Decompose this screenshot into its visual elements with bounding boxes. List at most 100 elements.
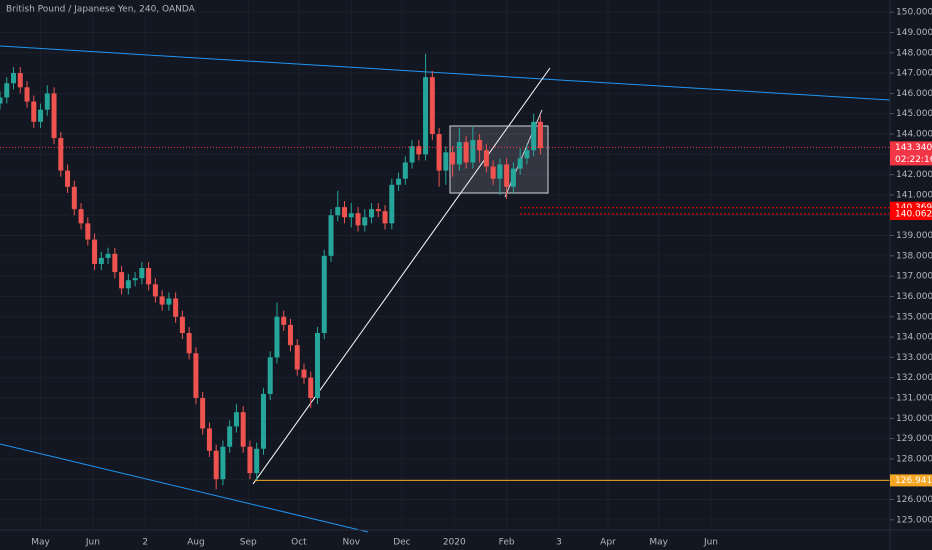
x-tick-label: Aug	[187, 538, 205, 548]
candle-body	[423, 77, 429, 155]
candle-body	[281, 316, 287, 325]
candle-body	[51, 93, 57, 139]
candle-body	[456, 142, 462, 165]
candle-body	[17, 73, 23, 88]
axes: 150.000 149.000 148.000 147.000 146.000 145.0…	[31, 8, 932, 548]
candle-body	[450, 152, 456, 165]
y-tick-label: 147.000	[896, 69, 932, 79]
x-tick-label: 2020	[443, 538, 466, 548]
candle-body	[206, 428, 212, 451]
candle-body	[348, 213, 354, 218]
y-tick-label: 146.000	[896, 89, 932, 99]
y-tick-label: 149.000	[896, 28, 932, 38]
candle-body	[314, 333, 320, 398]
y-tick-label: 134.000	[896, 333, 932, 343]
candle-body	[537, 121, 543, 149]
candle-body	[355, 213, 361, 226]
price-label-bg	[890, 141, 932, 166]
candle-body	[233, 412, 239, 427]
candle-body	[342, 207, 348, 218]
candle-body	[328, 215, 334, 256]
candle-body	[98, 257, 104, 264]
x-tick-label: Sep	[240, 538, 257, 548]
candle-body	[294, 345, 300, 370]
candle-body	[396, 178, 402, 185]
y-tick-label: 126.000	[896, 495, 932, 505]
x-tick-label: Jun	[703, 538, 718, 548]
candle-body	[159, 296, 165, 305]
candle-body	[287, 324, 293, 346]
candle-body	[71, 186, 77, 210]
candle-body	[0, 97, 3, 104]
candle-body	[4, 83, 10, 98]
candle-body	[274, 316, 280, 358]
candle-body	[335, 207, 341, 216]
candle-body	[477, 140, 483, 151]
price-label-bg	[890, 474, 932, 487]
trend-line	[252, 67, 551, 485]
price-label-bg	[890, 207, 932, 220]
candle-body	[200, 397, 206, 429]
x-tick-label: Jun	[85, 538, 100, 548]
candle-body	[227, 426, 233, 447]
y-tick-label: 133.000	[896, 353, 932, 363]
candle-body	[510, 168, 516, 187]
candle-body	[369, 209, 375, 218]
y-tick-label: 138.000	[896, 251, 932, 261]
x-tick-label: 3	[556, 538, 562, 548]
candle-body	[58, 138, 64, 171]
candle-body	[11, 73, 17, 84]
chart-title: British Pound / Japanese Yen, 240, OANDA	[6, 5, 196, 15]
candle-body	[213, 450, 219, 480]
candle-body	[321, 255, 327, 334]
x-tick-label: Feb	[499, 538, 515, 548]
candles	[0, 53, 543, 490]
candle-body	[31, 101, 37, 122]
candle-body	[152, 284, 158, 297]
channel-line	[0, 443, 369, 533]
y-tick-label: 136.000	[896, 292, 932, 302]
x-tick-label: May	[649, 538, 668, 548]
candle-body	[92, 239, 98, 264]
candle-body	[416, 146, 422, 155]
y-tick-label: 129.000	[896, 434, 932, 444]
x-tick-label: May	[31, 538, 50, 548]
candle-body	[504, 164, 510, 187]
y-tick-label: 131.000	[896, 393, 932, 403]
y-tick-label: 137.000	[896, 272, 932, 282]
candle-body	[483, 150, 489, 167]
candle-body	[470, 140, 476, 163]
candle-body	[146, 268, 152, 285]
candle-body	[301, 369, 307, 378]
y-tick-label: 144.000	[896, 130, 932, 140]
candle-body	[402, 162, 408, 179]
candle-body	[240, 412, 246, 447]
countdown-label: 02:22:16	[895, 155, 932, 165]
candle-body	[382, 211, 388, 224]
candle-body	[308, 377, 314, 398]
x-tick-label: Dec	[393, 538, 410, 548]
candle-body	[524, 150, 530, 159]
candle-body	[409, 146, 415, 163]
x-tick-label: Oct	[291, 538, 307, 548]
y-tick-label: 125.000	[896, 515, 932, 525]
x-tick-label: 2	[142, 538, 148, 548]
y-tick-label: 130.000	[896, 414, 932, 424]
candle-body	[78, 209, 84, 224]
y-tick-label: 132.000	[896, 373, 932, 383]
price-label: 140.062	[895, 209, 932, 219]
candle-body	[220, 446, 226, 480]
price-lines	[0, 146, 890, 481]
channel-line	[0, 45, 891, 101]
candle-body	[38, 109, 44, 122]
candle-body	[105, 253, 111, 258]
candle-body	[65, 170, 71, 187]
candle-body	[247, 446, 253, 474]
candle-body	[260, 393, 266, 449]
candle-body	[443, 152, 449, 171]
candle-body	[166, 298, 172, 305]
y-tick-label: 139.000	[896, 231, 932, 241]
